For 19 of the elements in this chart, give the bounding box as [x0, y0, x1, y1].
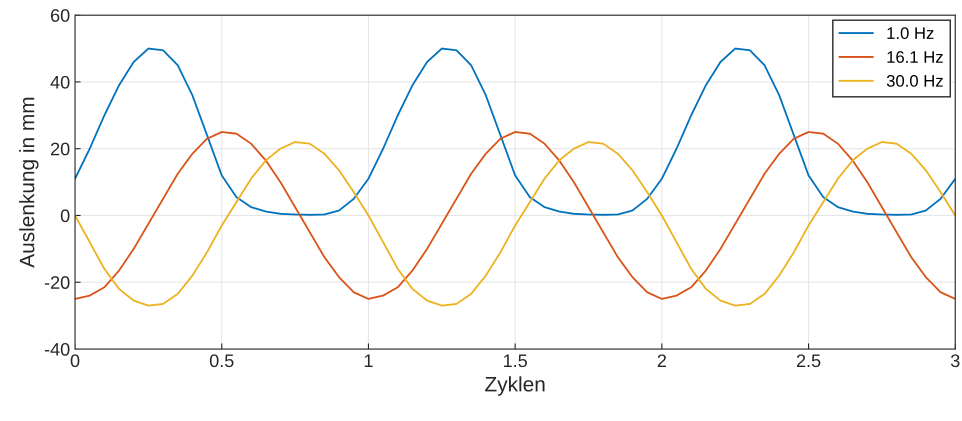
legend-label: 30.0 Hz	[886, 75, 943, 87]
x-tick-label: 0	[70, 354, 80, 368]
y-tick-label: 20	[51, 142, 70, 156]
y-tick-label: -20	[44, 276, 70, 289]
y-tick-label: -40	[44, 342, 70, 356]
x-axis-title: Zyklen	[485, 376, 544, 396]
y-axis-title: Auslenkung in mm	[19, 98, 39, 268]
y-tick-label: 40	[50, 76, 70, 89]
x-tick-label: 2	[658, 354, 666, 367]
y-tick-label: 0	[60, 209, 70, 222]
x-tick-label: 0.5	[210, 354, 234, 368]
line-series	[75, 48, 956, 216]
x-tick-label: 1	[364, 354, 373, 367]
x-tick-label: 1.5	[504, 354, 527, 368]
y-tick-label: 60	[51, 9, 70, 22]
legend-label: 1.0 Hz	[887, 27, 934, 40]
x-tick-label: 2.5	[796, 354, 820, 368]
legend-label: 16.1 Hz	[887, 51, 943, 63]
x-tick-label: 3	[950, 354, 960, 368]
